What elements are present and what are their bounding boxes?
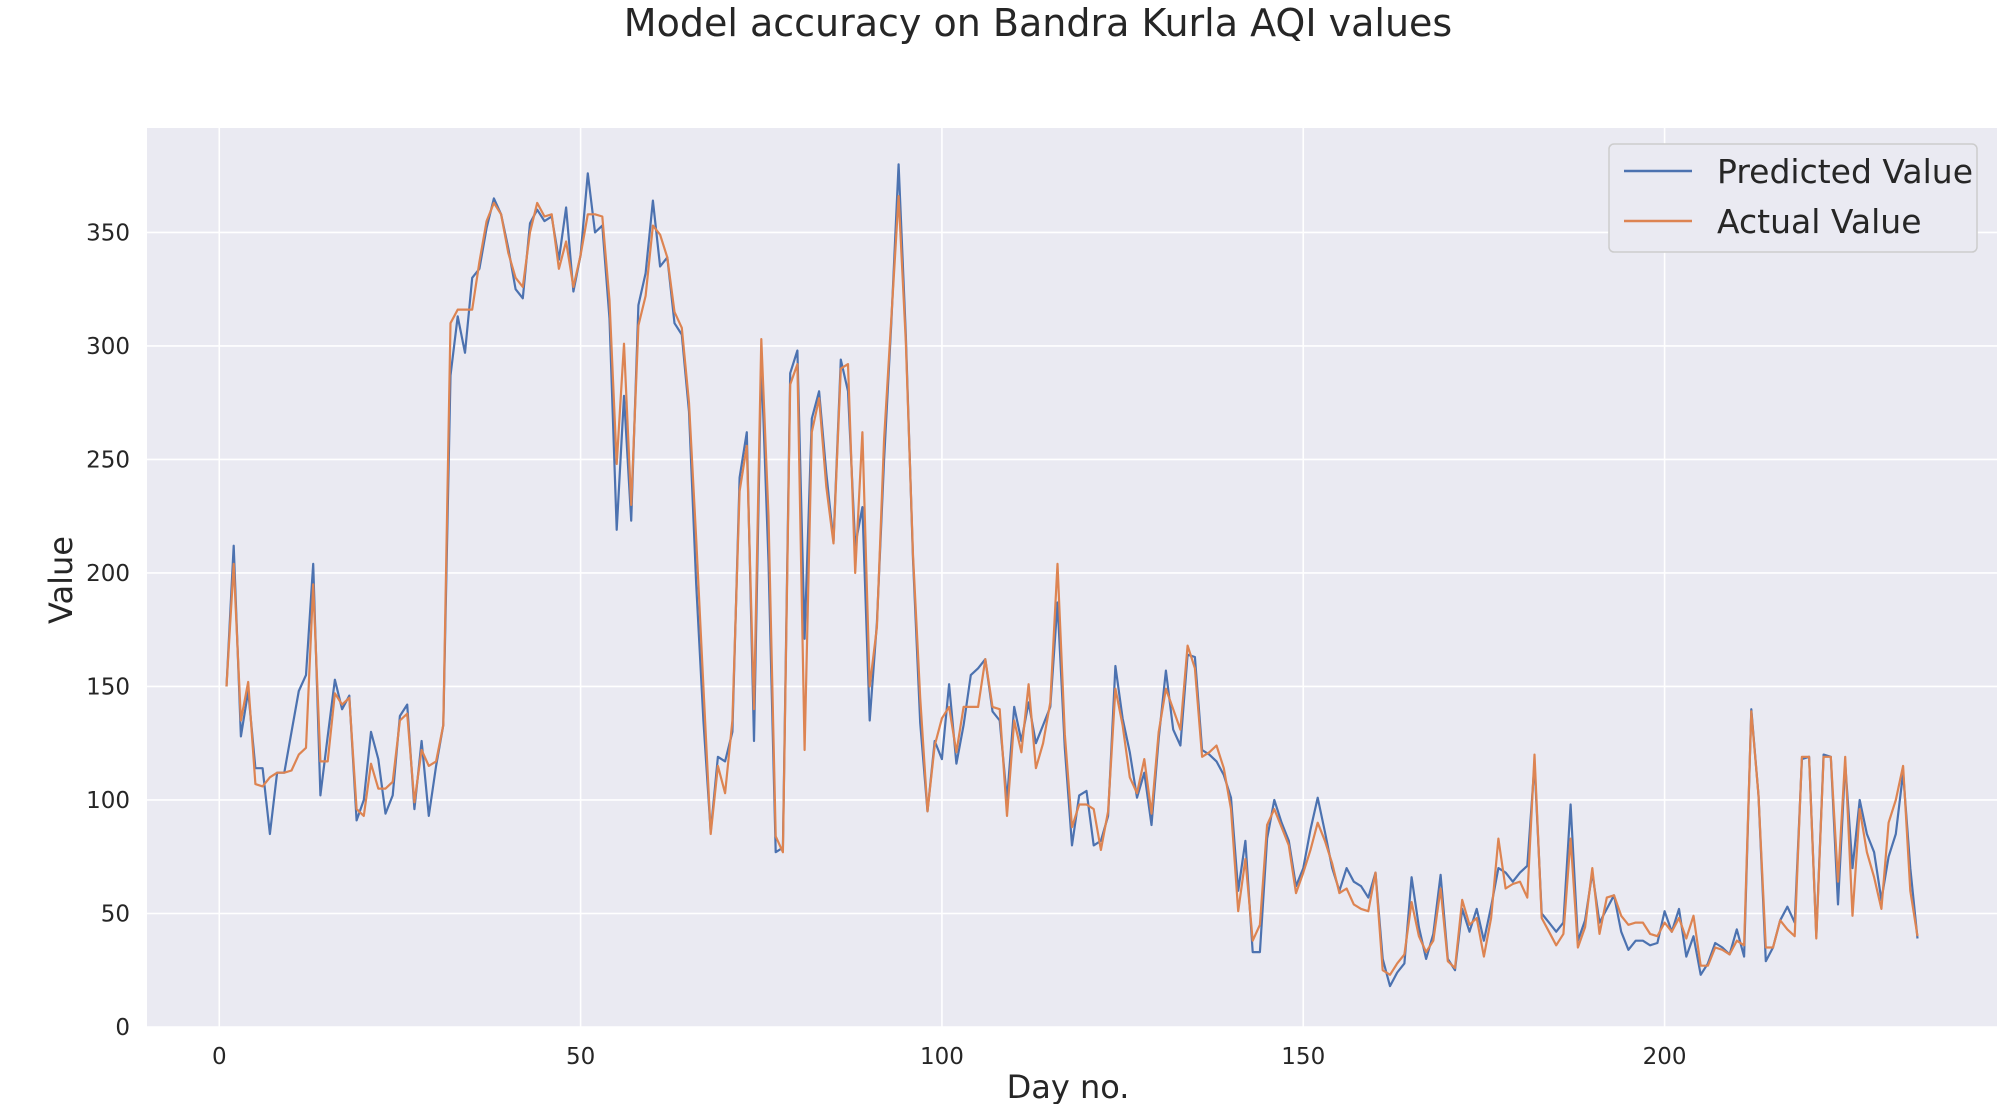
chart-title: Model accuracy on Bandra Kurla AQI value… bbox=[624, 1, 1452, 45]
y-tick-label: 100 bbox=[86, 788, 130, 814]
y-tick-label: 250 bbox=[86, 447, 130, 473]
y-tick-label: 300 bbox=[86, 334, 130, 360]
series-layer bbox=[225, 163, 1919, 988]
y-tick-label: 150 bbox=[86, 674, 130, 700]
tick-labels: 0 50 100 150 200 0 50 100 150 200 250 300 350 bbox=[86, 220, 1686, 1070]
legend-label: Predicted Value bbox=[1717, 152, 1973, 191]
y-tick-label: 350 bbox=[86, 220, 130, 246]
y-tick-label: 0 bbox=[115, 1015, 130, 1041]
y-tick-label: 200 bbox=[86, 561, 130, 587]
x-tick-label: 0 bbox=[212, 1044, 227, 1070]
y-tick-label: 50 bbox=[101, 901, 130, 927]
x-tick-label: 200 bbox=[1643, 1044, 1687, 1070]
legend-box bbox=[1608, 143, 1978, 253]
x-tick-label: 100 bbox=[920, 1044, 964, 1070]
x-axis-label: Day no. bbox=[1007, 1068, 1130, 1104]
legend: Predicted Value Actual Value bbox=[1608, 143, 1978, 253]
series-line-actual bbox=[225, 195, 1919, 976]
legend-label: Actual Value bbox=[1717, 202, 1922, 241]
y-axis-label: Value bbox=[42, 536, 80, 624]
x-tick-label: 50 bbox=[566, 1044, 595, 1070]
x-tick-label: 150 bbox=[1281, 1044, 1325, 1070]
plot-area bbox=[147, 128, 1997, 1027]
